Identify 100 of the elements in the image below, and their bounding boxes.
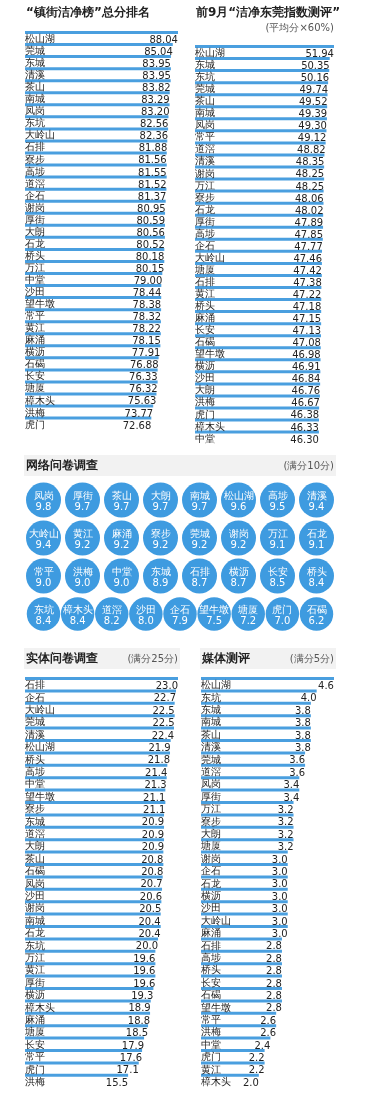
text: (满分10分) xyxy=(283,459,334,473)
data-label: 8.7 xyxy=(230,577,247,588)
y-tick-label: 厚街 xyxy=(201,790,221,802)
data-label: 46.84 xyxy=(291,373,321,385)
data-label: 47.13 xyxy=(292,325,322,337)
bar xyxy=(25,199,166,203)
y-tick-label: 樟木头 xyxy=(24,394,55,406)
y-tick-label: 企石 xyxy=(201,865,221,877)
data-label: 78.38 xyxy=(132,299,162,311)
y-tick-label: 寮步 xyxy=(201,815,221,827)
y-tick-label: 东城 xyxy=(25,815,45,827)
bar xyxy=(201,900,288,904)
data-label: 8.0 xyxy=(137,615,154,626)
y-tick-label: 洪梅 xyxy=(25,1075,45,1087)
bar xyxy=(25,900,162,904)
y-tick-label: 万江 xyxy=(201,803,221,815)
bar xyxy=(201,1036,271,1040)
data-label: 9.2 xyxy=(113,539,130,550)
y-tick-label: 塘厦 xyxy=(24,382,45,394)
data-label: 46.76 xyxy=(291,385,321,397)
data-label: 77.91 xyxy=(131,347,161,359)
category-label: 桥头 xyxy=(305,566,327,577)
bar xyxy=(25,284,162,288)
category-label: 茶山 xyxy=(111,490,132,501)
bar xyxy=(25,344,161,348)
bar xyxy=(201,677,334,680)
y-tick-label: 沙田 xyxy=(201,902,221,914)
y-tick-label: 石排 xyxy=(195,275,215,287)
data-label: 23.0 xyxy=(155,680,178,691)
bar xyxy=(195,45,334,48)
y-tick-label: 石排 xyxy=(25,679,45,691)
bar xyxy=(25,739,171,742)
y-tick-label: 高埗 xyxy=(25,766,45,777)
y-tick-label: 清溪 xyxy=(195,155,215,167)
bar xyxy=(25,115,169,119)
bar xyxy=(195,105,328,109)
data-label: 50.35 xyxy=(301,60,330,72)
bar xyxy=(25,751,171,755)
bar xyxy=(25,962,156,966)
bar xyxy=(201,776,300,780)
data-label: 78.44 xyxy=(132,287,162,299)
bar xyxy=(25,788,166,792)
data-label: 20.7 xyxy=(140,878,163,890)
category-label: 松山湖 xyxy=(223,490,254,501)
bar xyxy=(201,788,300,792)
bar xyxy=(25,825,165,829)
data-label: 3.0 xyxy=(271,903,288,915)
category-label: 虎门 xyxy=(272,604,293,615)
y-tick-label: 桥头 xyxy=(24,753,45,765)
bar xyxy=(201,999,282,1003)
bar xyxy=(25,79,171,83)
bar xyxy=(25,151,167,155)
y-tick-label: 石碣 xyxy=(25,358,45,370)
y-tick-label: 沙田 xyxy=(195,372,215,384)
data-label: 47.42 xyxy=(293,264,322,276)
data-label: 46.30 xyxy=(290,433,319,445)
data-label: 47.89 xyxy=(294,216,324,228)
bar xyxy=(195,141,326,145)
y-tick-label: 莞城 xyxy=(195,83,215,95)
data-label: 78.32 xyxy=(132,311,162,323)
data-label: 8.4 xyxy=(35,615,52,626)
y-tick-label: 常平 xyxy=(25,310,45,322)
y-tick-label: 黄江 xyxy=(201,1063,221,1075)
bar xyxy=(201,701,311,705)
y-tick-label: 万江 xyxy=(25,951,45,963)
y-tick-label: 厚街 xyxy=(25,213,45,225)
chart-title: 实体问卷调查 xyxy=(26,650,98,667)
y-tick-label: 沙田 xyxy=(25,889,45,901)
bar xyxy=(201,751,306,755)
bar xyxy=(195,153,325,157)
data-label: 18.5 xyxy=(125,1027,149,1039)
category-label: 寮步 xyxy=(150,528,171,539)
data-label: 9.7 xyxy=(191,501,208,512)
data-label: 83.20 xyxy=(140,106,170,118)
data-label: 20.9 xyxy=(141,816,165,828)
y-tick-label: 横沥 xyxy=(25,346,45,358)
bar xyxy=(25,31,178,34)
data-label: 3.8 xyxy=(294,704,311,716)
data-label: 20.9 xyxy=(141,828,165,840)
data-label: 22.7 xyxy=(153,692,176,704)
data-label: 20.8 xyxy=(141,865,164,877)
bar xyxy=(25,850,164,854)
bar xyxy=(195,298,322,302)
data-label: 7.2 xyxy=(240,615,257,626)
data-label: 83.29 xyxy=(141,94,170,106)
y-tick-label: 东城 xyxy=(201,704,221,715)
chart-title: 媒体测评 xyxy=(202,650,250,667)
y-tick-label: 长安 xyxy=(195,324,215,336)
y-tick-label: 洪梅 xyxy=(201,1026,221,1038)
bar xyxy=(195,346,321,350)
y-tick-label: 大朗 xyxy=(201,828,221,839)
y-tick-label: 松山湖 xyxy=(25,741,55,753)
data-label: 3.0 xyxy=(271,890,288,902)
data-label: 48.35 xyxy=(295,156,325,168)
y-tick-label: 塘厦 xyxy=(24,1026,45,1038)
y-tick-label: 寮步 xyxy=(25,803,45,815)
data-label: 3.0 xyxy=(271,915,288,927)
data-label: 19.6 xyxy=(133,977,156,989)
bar xyxy=(201,962,282,966)
bar xyxy=(201,974,282,978)
